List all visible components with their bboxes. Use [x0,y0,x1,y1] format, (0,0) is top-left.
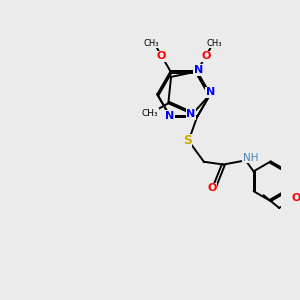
Text: N: N [206,87,215,97]
Text: NH: NH [243,153,258,163]
Text: CH₃: CH₃ [207,39,222,48]
Text: CH₃: CH₃ [142,109,158,118]
Text: N: N [194,65,203,75]
Text: CH₃: CH₃ [143,39,159,48]
Text: N: N [187,109,196,119]
Text: O: O [291,193,300,203]
Text: N: N [165,111,175,121]
Text: S: S [183,134,192,147]
Text: O: O [207,183,216,193]
Text: O: O [202,51,211,61]
Text: O: O [156,51,166,61]
